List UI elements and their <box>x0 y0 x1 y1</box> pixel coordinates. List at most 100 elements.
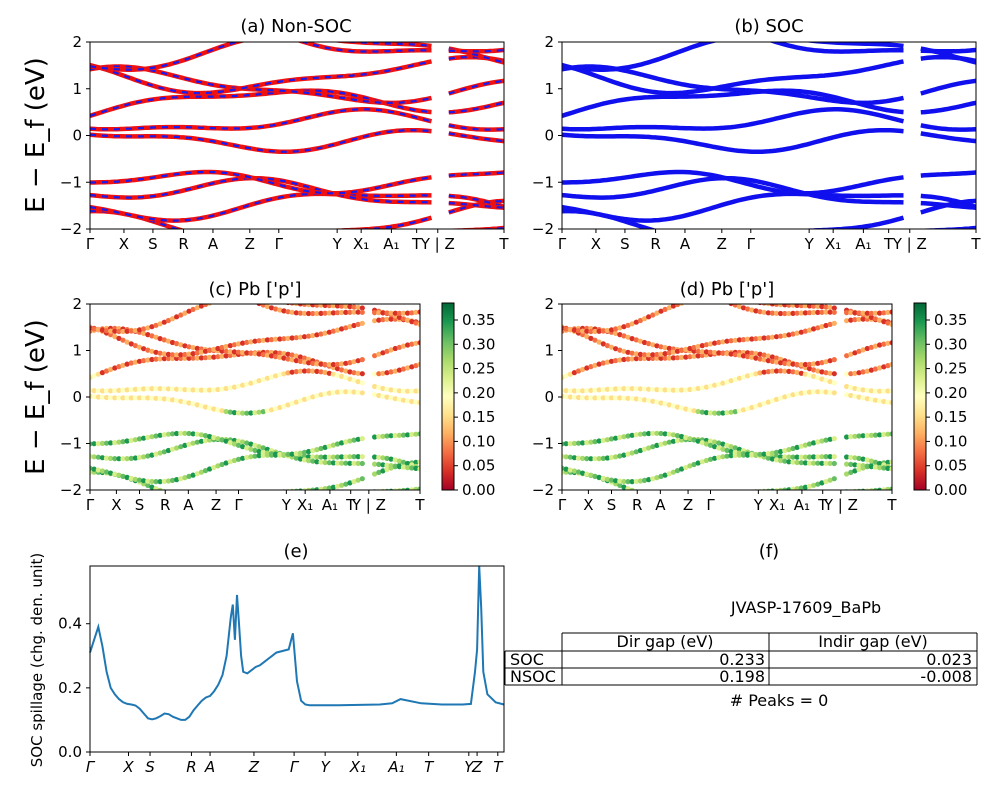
projection-point <box>658 387 664 393</box>
projection-point <box>683 346 689 352</box>
projection-point <box>699 385 705 391</box>
projection-point <box>339 440 345 446</box>
projection-point <box>235 349 242 355</box>
projection-point <box>194 402 200 408</box>
projection-point <box>592 328 598 335</box>
projection-point <box>334 361 341 367</box>
x-tick-label: T <box>414 496 425 514</box>
projection-point <box>617 453 623 459</box>
projection-point <box>244 350 250 356</box>
projection-point <box>149 395 155 401</box>
projection-point <box>621 333 627 339</box>
projection-point <box>831 460 837 467</box>
projection-point <box>716 381 722 387</box>
projection-point <box>773 359 780 365</box>
projection-point <box>823 322 829 329</box>
projection-point <box>671 280 676 285</box>
y-tick-label: 0 <box>544 127 554 145</box>
projection-point <box>293 358 299 364</box>
projection-point <box>405 398 411 404</box>
projection-point <box>724 492 729 497</box>
projection-point <box>252 492 257 497</box>
projection-point <box>670 355 677 361</box>
projection-point <box>405 487 411 490</box>
projection-point <box>182 475 188 481</box>
colorbar-tick-label: 0.30 <box>934 335 967 353</box>
projection-point <box>376 454 382 460</box>
projection-point <box>703 410 710 416</box>
projection-point <box>318 369 324 375</box>
projection-point <box>298 488 303 490</box>
projection-point <box>202 438 209 444</box>
projection-point <box>293 310 299 316</box>
projection-point <box>343 368 349 374</box>
projection-point <box>219 348 225 354</box>
projection-point <box>749 404 755 411</box>
projection-point <box>856 370 862 376</box>
projection-point <box>600 328 606 334</box>
projection-point <box>347 438 353 444</box>
band-line-overlay <box>90 170 504 195</box>
projection-point <box>231 384 237 390</box>
projection-point <box>868 310 875 316</box>
projection-point <box>608 344 615 350</box>
projection-point <box>161 319 167 325</box>
projection-point <box>708 518 713 523</box>
projection-point <box>145 332 151 338</box>
projection-point <box>658 430 664 437</box>
band-line <box>90 54 504 96</box>
projection-point <box>786 393 792 399</box>
projection-point <box>161 386 167 392</box>
x-tick-label: Z <box>683 496 693 514</box>
projection-point <box>761 304 767 306</box>
projection-point <box>285 351 291 357</box>
x-tick-label: Y | Z <box>420 235 455 253</box>
projection-point <box>658 355 664 361</box>
projection-point <box>132 386 138 392</box>
projection-point <box>769 334 776 340</box>
projection-point <box>161 449 167 455</box>
projection-point <box>112 292 117 297</box>
projection-point <box>244 454 250 461</box>
projection-point <box>211 406 217 412</box>
projection-point <box>732 337 738 343</box>
projection-point <box>617 482 623 488</box>
projection-point <box>136 436 143 442</box>
projection-point <box>844 371 850 377</box>
projection-point <box>671 508 676 513</box>
projection-point <box>314 487 320 490</box>
projection-point <box>629 386 635 392</box>
projection-point <box>823 377 829 383</box>
projection-point <box>667 497 672 502</box>
projection-point <box>273 350 279 356</box>
projection-point <box>235 438 242 444</box>
projection-point <box>128 341 134 347</box>
projection-point <box>215 354 221 360</box>
projection-point <box>301 355 308 361</box>
projection-point <box>885 320 891 326</box>
colorbar-tick-label: 0.35 <box>462 311 495 329</box>
projection-point <box>190 431 196 437</box>
projection-point <box>600 437 606 443</box>
projection-point <box>116 456 122 462</box>
projection-point <box>240 410 246 416</box>
projection-point <box>679 433 685 440</box>
projection-point <box>384 370 390 376</box>
projection-point <box>231 410 237 416</box>
projection-point <box>646 493 651 498</box>
projection-point <box>679 304 685 306</box>
projection-point <box>740 374 747 380</box>
projection-point <box>380 350 386 356</box>
projection-point <box>629 336 635 342</box>
projection-point <box>306 310 312 317</box>
projection-point <box>141 386 147 392</box>
projection-point <box>413 465 419 471</box>
projection-point <box>334 389 341 395</box>
projection-point <box>108 388 114 394</box>
projection-point <box>769 310 776 316</box>
projection-point <box>392 432 398 439</box>
projection-point <box>384 310 390 316</box>
colorbar-tick-label: 0.25 <box>934 360 967 378</box>
projection-point <box>269 516 274 521</box>
projection-point <box>670 304 676 309</box>
